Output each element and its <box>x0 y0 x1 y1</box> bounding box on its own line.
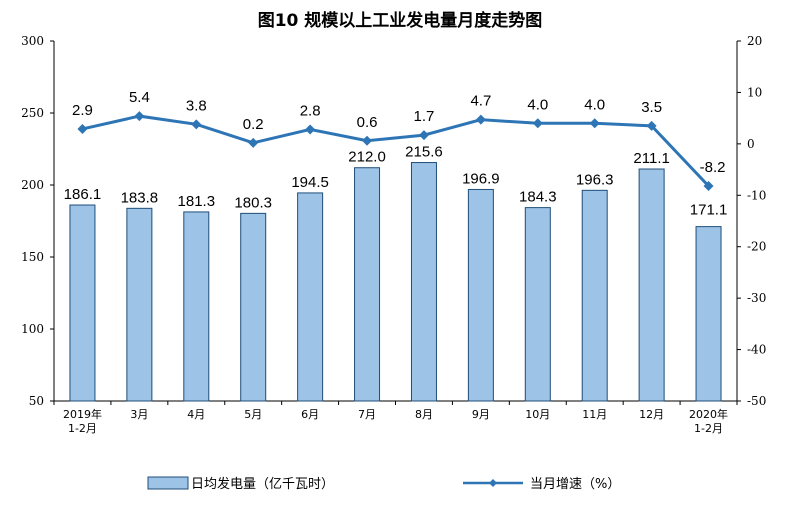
bar-value-label: 194.5 <box>291 174 329 191</box>
line-point <box>646 120 657 131</box>
bar <box>354 167 381 402</box>
bar <box>638 168 665 402</box>
bar <box>467 188 494 402</box>
line-value-label: 5.4 <box>129 89 150 106</box>
line-value-label: 3.5 <box>641 99 662 116</box>
line-value-label: 4.0 <box>584 96 605 113</box>
y-right-tick-label: -10 <box>747 188 766 202</box>
line-value-label: 1.7 <box>414 108 435 125</box>
x-tick-label: 5月 <box>244 408 262 421</box>
bar-value-label: 181.3 <box>178 193 216 210</box>
y-left-tick-label: 100 <box>21 322 44 336</box>
bar-value-label: 186.1 <box>64 186 102 203</box>
y-left-tick-label: 150 <box>21 250 44 264</box>
line-value-label: 3.8 <box>186 97 207 114</box>
line-value-label: 0.2 <box>243 116 264 133</box>
legend-bar-swatch <box>147 476 189 490</box>
bar <box>410 162 437 402</box>
line-point <box>589 118 600 129</box>
line-point <box>191 119 202 130</box>
y-left-tick-label: 50 <box>29 394 44 408</box>
y-right-tick-label: -20 <box>747 240 766 254</box>
legend-line-label: 当月增速（%） <box>530 477 620 492</box>
line-point <box>248 137 259 148</box>
line-value-label: -8.2 <box>700 159 726 176</box>
line-point <box>475 114 486 125</box>
bar-value-label: 196.3 <box>576 171 614 188</box>
x-tick-label: 8月 <box>415 408 433 421</box>
bar-value-label: 184.3 <box>519 189 557 206</box>
legend-line-marker <box>489 479 497 487</box>
bar-value-label: 211.1 <box>633 150 669 167</box>
y-right-tick-label: 0 <box>747 137 755 151</box>
line-point <box>77 123 88 134</box>
y-right-tick-label: 10 <box>747 85 762 99</box>
x-tick-label: 11月 <box>582 408 607 421</box>
bar-value-label: 215.6 <box>405 144 443 161</box>
bar <box>297 192 324 402</box>
line-point <box>532 118 543 129</box>
bar <box>695 226 722 402</box>
line-value-label: 2.9 <box>72 102 93 119</box>
x-tick-label: 3月 <box>130 408 148 421</box>
bar <box>69 204 96 402</box>
bar <box>240 212 267 402</box>
x-tick-label: 7月 <box>358 408 376 421</box>
bar <box>126 207 153 402</box>
legend: 日均发电量（亿千瓦时） 当月增速（%） <box>147 476 620 492</box>
y-left-tick-label: 300 <box>21 34 44 48</box>
line-value-label: 4.0 <box>527 96 548 113</box>
x-tick-label: 12月 <box>639 408 664 421</box>
bar <box>183 211 210 402</box>
line-point <box>362 135 373 146</box>
bar-value-label: 196.9 <box>462 170 500 187</box>
growth-line <box>82 114 710 188</box>
bar-value-label: 183.8 <box>121 189 159 206</box>
y-right-tick-label: -40 <box>747 343 766 357</box>
x-tick-label: 9月 <box>472 408 490 421</box>
x-tick-label: 2020年 1-2月 <box>689 407 728 435</box>
line-value-label: 4.7 <box>470 93 491 110</box>
x-tick-label: 4月 <box>187 408 205 421</box>
x-tick-label: 2019年 1-2月 <box>63 407 102 435</box>
y-left-tick-label: 250 <box>21 106 44 120</box>
line-point <box>305 124 316 135</box>
y-right-tick-label: -30 <box>747 291 766 305</box>
line-point <box>134 111 145 122</box>
bar-value-label: 171.1 <box>690 202 728 219</box>
x-tick-label: 10月 <box>525 408 550 421</box>
line-value-label: 0.6 <box>357 114 378 131</box>
line-value-label: 2.8 <box>300 102 321 119</box>
x-tick-label: 6月 <box>301 408 319 421</box>
y-right-tick-label: 20 <box>747 34 762 48</box>
y-right-tick-label: -50 <box>747 394 766 408</box>
bar <box>581 189 608 402</box>
line-point <box>703 181 714 192</box>
line-point <box>418 130 429 141</box>
legend-bar-label: 日均发电量（亿千瓦时） <box>191 476 334 492</box>
bar <box>524 207 551 402</box>
plot-area: 3002502001501005020100-10-20-30-40-50201… <box>21 34 766 435</box>
bar-value-label: 180.3 <box>234 194 272 211</box>
chart-title: 图10 规模以上工业发电量月度走势图 <box>258 10 543 31</box>
bar-value-label: 212.0 <box>348 149 386 166</box>
y-left-tick-label: 200 <box>21 178 44 192</box>
